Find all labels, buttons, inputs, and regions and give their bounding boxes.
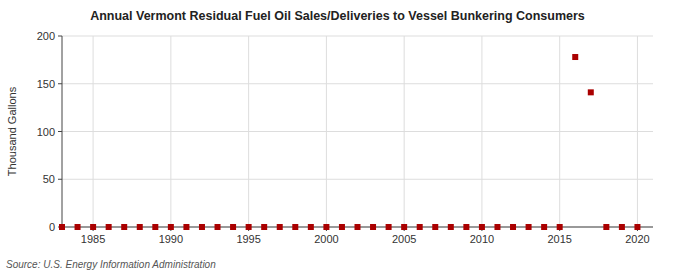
point <box>619 224 625 230</box>
grid-line-x <box>637 36 638 227</box>
point <box>183 224 189 230</box>
x-tick-label: 2010 <box>470 233 494 245</box>
point <box>246 224 252 230</box>
y-axis-label: Thousand Gallons <box>6 86 18 176</box>
x-tick-label: 2005 <box>392 233 416 245</box>
point <box>339 224 345 230</box>
grid <box>62 36 653 227</box>
point <box>417 224 423 230</box>
grid-line-x <box>326 36 327 227</box>
point <box>137 224 143 230</box>
chart: 1985 1990 1995 2000 2005 2010 2015 2020 0 50 100 15… <box>0 0 675 275</box>
point <box>494 224 500 230</box>
y-tick-label: 50 <box>43 173 55 185</box>
point <box>479 224 485 230</box>
point <box>277 224 283 230</box>
y-tick-label: 0 <box>49 221 55 233</box>
point <box>355 224 361 230</box>
point <box>323 224 329 230</box>
grid-line-y <box>62 83 653 84</box>
point <box>448 224 454 230</box>
x-tick-label: 2000 <box>314 233 338 245</box>
point <box>292 224 298 230</box>
y-tick-label: 200 <box>37 30 55 42</box>
grid-line-x <box>248 36 249 227</box>
y-tick <box>58 179 62 180</box>
point <box>308 224 314 230</box>
grid-line-x <box>481 36 482 227</box>
grid-line-y <box>62 179 653 180</box>
point <box>230 224 236 230</box>
y-tick-label: 150 <box>37 78 55 90</box>
point <box>215 224 221 230</box>
point <box>572 54 578 60</box>
point <box>59 224 65 230</box>
point <box>370 224 376 230</box>
grid-line-x <box>404 36 405 227</box>
point <box>199 224 205 230</box>
point <box>152 224 158 230</box>
point <box>432 224 438 230</box>
point <box>121 224 127 230</box>
point <box>168 224 174 230</box>
title: Annual Vermont Residual Fuel Oil Sales/D… <box>90 9 585 23</box>
point <box>510 224 516 230</box>
point <box>603 224 609 230</box>
point <box>261 224 267 230</box>
y-tick <box>58 131 62 132</box>
point <box>541 224 547 230</box>
grid-line-x <box>170 36 171 227</box>
point <box>75 224 81 230</box>
grid-line-x <box>559 36 560 227</box>
point <box>90 224 96 230</box>
point <box>463 224 469 230</box>
grid-line-y <box>62 36 653 37</box>
point <box>588 89 594 95</box>
x-tick-label: 1995 <box>236 233 260 245</box>
point <box>106 224 112 230</box>
x-tick-label: 1985 <box>81 233 105 245</box>
chart-container: 1985 1990 1995 2000 2005 2010 2015 2020 0 50 100 15… <box>0 0 675 275</box>
ticks: 1985 1990 1995 2000 2005 2010 2015 2020 0 50 100 15… <box>37 30 650 245</box>
x-tick-label: 2015 <box>547 233 571 245</box>
point <box>526 224 532 230</box>
y-tick <box>58 36 62 37</box>
y-tick-label: 100 <box>37 126 55 138</box>
x-tick-label: 2020 <box>625 233 649 245</box>
point <box>401 224 407 230</box>
points <box>59 54 640 230</box>
source: Source: U.S. Energy Information Administ… <box>6 259 216 270</box>
point <box>386 224 392 230</box>
x-tick-label: 1990 <box>159 233 183 245</box>
y-tick <box>58 83 62 84</box>
grid-line-x <box>93 36 94 227</box>
point <box>634 224 640 230</box>
point <box>557 224 563 230</box>
grid-line-y <box>62 131 653 132</box>
background <box>0 0 675 275</box>
